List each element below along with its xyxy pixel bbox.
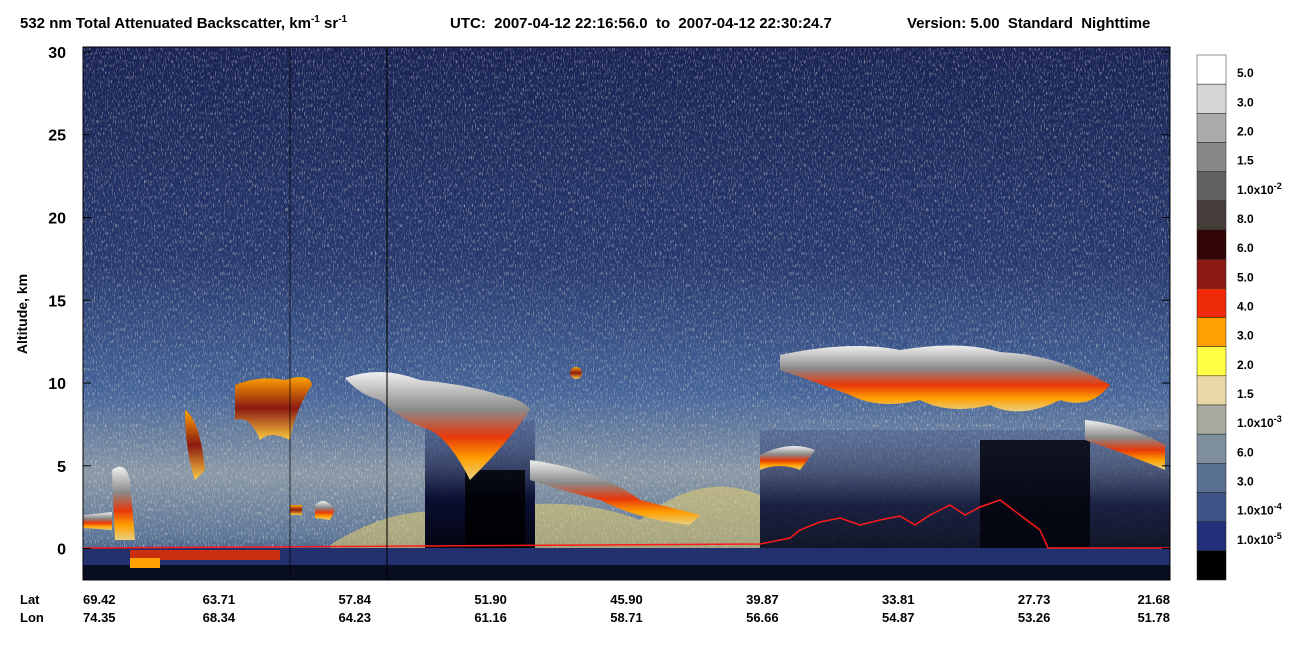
colorbar-label: 3.0 xyxy=(1237,475,1254,489)
lat-label: Lat xyxy=(20,592,40,607)
colorbar-label: 1.5 xyxy=(1237,154,1254,168)
colorbar-cell xyxy=(1196,54,1227,85)
colorbar-label-base: 1.0x10 xyxy=(1237,416,1274,430)
y-tick-label: 5 xyxy=(57,459,66,476)
y-tick-label: 0 xyxy=(57,542,66,559)
lon-tick-label: 64.23 xyxy=(338,610,371,625)
colorbar-label: 1.0x10-5 xyxy=(1237,531,1282,547)
utc: UTC: 2007-04-12 22:16:56.0 to 2007-04-12… xyxy=(450,15,832,32)
colorbar-label: 6.0 xyxy=(1237,241,1254,255)
colorbar-cell xyxy=(1196,404,1227,435)
y-tick-label: 10 xyxy=(48,376,66,393)
lat-tick-label: 63.71 xyxy=(203,592,236,607)
lon-tick-label: 56.66 xyxy=(746,610,779,625)
lon-tick-label: 74.35 xyxy=(83,610,116,625)
colorbar-label-base: 1.0x10 xyxy=(1237,504,1274,518)
y-tick-label: 15 xyxy=(48,293,66,310)
plot-frame xyxy=(82,46,1171,581)
lon-tick-label: 61.16 xyxy=(474,610,507,625)
y-tick-label: 20 xyxy=(48,210,66,227)
lon-tick-label: 58.71 xyxy=(610,610,643,625)
colorbar-label-sup: -5 xyxy=(1274,531,1282,541)
lon-tick-label: 54.87 xyxy=(882,610,915,625)
lat-tick-label: 21.68 xyxy=(1137,592,1170,607)
colorbar-cell xyxy=(1196,492,1227,522)
colorbar-cell xyxy=(1196,463,1227,493)
colorbar-cell xyxy=(1196,83,1227,114)
chart-title: 532 nm Total Attenuated Backscatter, km-… xyxy=(20,14,348,32)
curtain xyxy=(83,47,1170,580)
lon-label: Lon xyxy=(20,610,44,625)
colorbar-label: 4.0 xyxy=(1237,300,1254,314)
colorbar-label: 1.0x10-3 xyxy=(1237,414,1282,430)
lon-tick-label: 53.26 xyxy=(1018,610,1051,625)
version: Version: 5.00 Standard Nighttime xyxy=(907,15,1150,32)
colorbar-cell xyxy=(1196,346,1227,377)
colorbar-label: 1.5 xyxy=(1237,387,1254,401)
colorbar-cell xyxy=(1196,142,1227,172)
colorbar-cell xyxy=(1196,200,1227,231)
title-text: sr xyxy=(320,15,339,32)
colorbar-label-sup: -2 xyxy=(1274,181,1282,191)
colorbar-cell xyxy=(1196,288,1227,318)
colorbar-cell xyxy=(1196,317,1227,347)
colorbar-label: 3.0 xyxy=(1237,329,1254,343)
colorbar-label: 6.0 xyxy=(1237,445,1254,459)
lat-tick-label: 27.73 xyxy=(1018,592,1051,607)
colorbar-label-sup: -3 xyxy=(1274,414,1282,424)
lat-tick-label: 57.84 xyxy=(338,592,371,607)
colorbar-label-base: 1.0x10 xyxy=(1237,533,1274,547)
y-axis-label: Altitude, km xyxy=(14,274,30,354)
colorbar-cell xyxy=(1196,113,1227,143)
title-sup: -1 xyxy=(338,14,347,25)
lat-tick-label: 69.42 xyxy=(83,592,116,607)
colorbar-label: 5.0 xyxy=(1237,66,1254,80)
colorbar-label-sup: -4 xyxy=(1274,502,1282,512)
colorbar-label: 3.0 xyxy=(1237,95,1254,109)
colorbar-label: 1.0x10-2 xyxy=(1237,181,1282,197)
y-tick-label: 30 xyxy=(48,45,66,62)
colorbar-cell xyxy=(1196,375,1227,406)
lat-tick-label: 33.81 xyxy=(882,592,915,607)
colorbar-label: 1.0x10-4 xyxy=(1237,502,1282,518)
colorbar-cell xyxy=(1196,433,1227,464)
colorbar-cell xyxy=(1196,521,1227,552)
lon-tick-label: 68.34 xyxy=(203,610,236,625)
lat-tick-label: 45.90 xyxy=(610,592,643,607)
y-tick-label: 25 xyxy=(48,128,66,145)
colorbar-label: 5.0 xyxy=(1237,270,1254,284)
colorbar-cell xyxy=(1196,229,1227,260)
lat-tick-label: 51.90 xyxy=(474,592,507,607)
lon-tick-label: 51.78 xyxy=(1137,610,1170,625)
colorbar-cell xyxy=(1196,550,1227,581)
title-sup: -1 xyxy=(311,14,320,25)
colorbar-label: 2.0 xyxy=(1237,125,1254,139)
colorbar-label: 2.0 xyxy=(1237,358,1254,372)
colorbar-cell xyxy=(1196,171,1227,202)
colorbar-cell xyxy=(1196,258,1227,289)
colorbar-label: 8.0 xyxy=(1237,212,1254,226)
colorbar-label-base: 1.0x10 xyxy=(1237,183,1274,197)
title-text: 532 nm Total Attenuated Backscatter, km xyxy=(20,15,311,32)
lat-tick-label: 39.87 xyxy=(746,592,779,607)
